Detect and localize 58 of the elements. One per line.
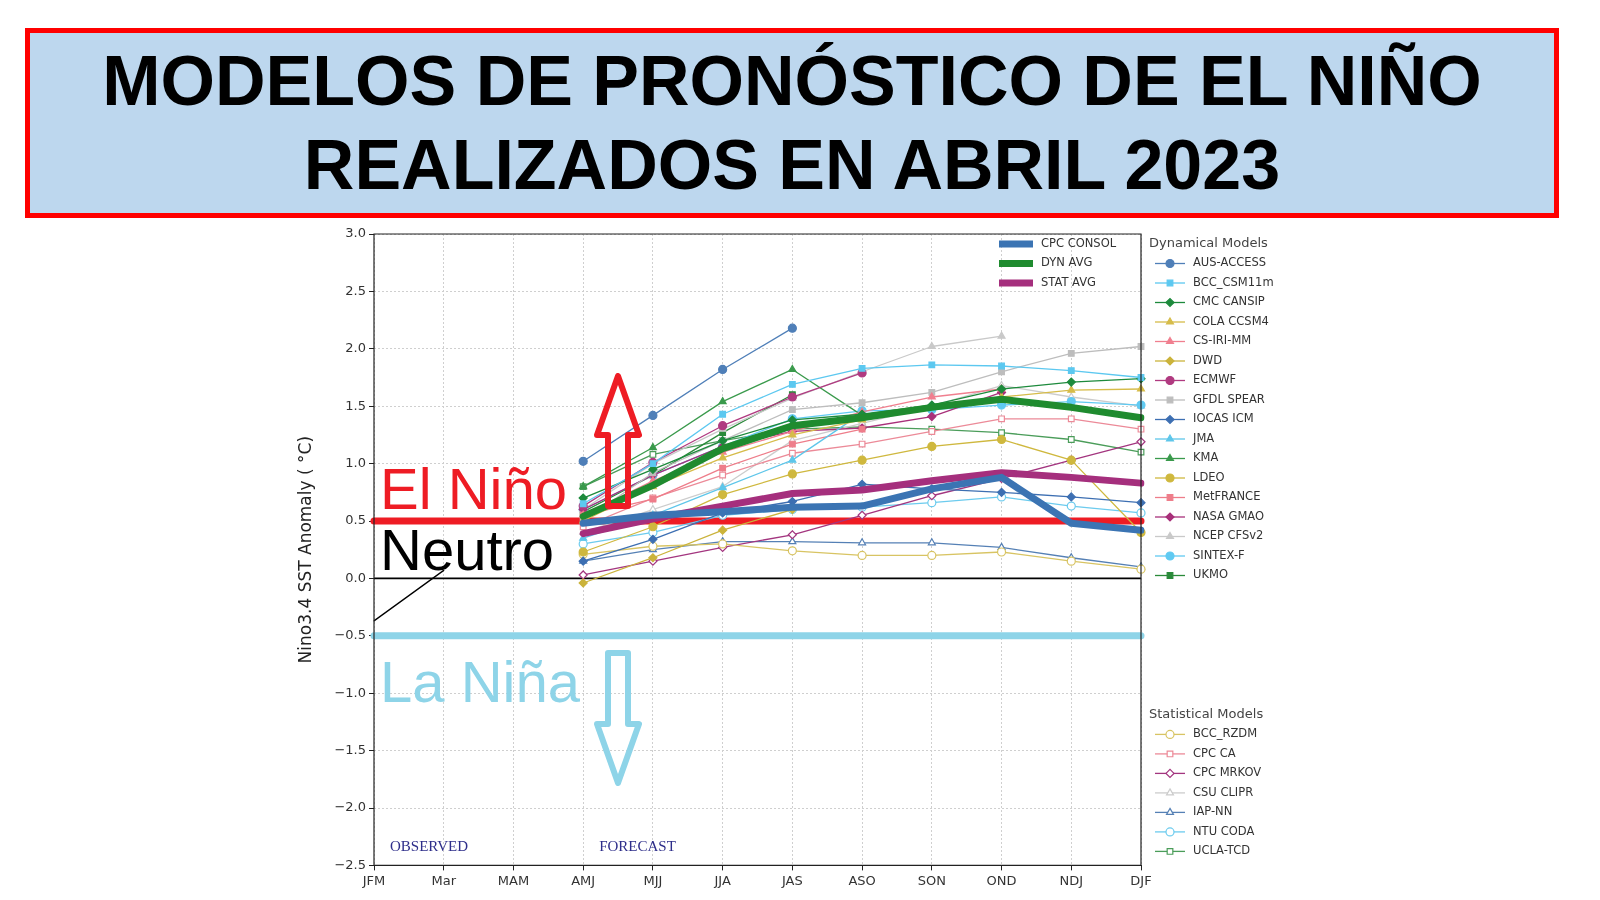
x-tick-label: DJF bbox=[1130, 872, 1152, 888]
legend-label: SINTEX-F bbox=[1193, 547, 1245, 562]
x-tick-label: SON bbox=[917, 872, 946, 888]
x-tick-label: JJA bbox=[713, 872, 731, 888]
y-tick-label: 0.5 bbox=[345, 512, 366, 528]
legend-label: DWD bbox=[1193, 352, 1223, 367]
x-tick-label: JAS bbox=[780, 872, 803, 888]
x-tick-label: ASO bbox=[848, 872, 876, 888]
legend-label: CS-IRI-MM bbox=[1193, 333, 1252, 348]
legend-label: JMA bbox=[1192, 430, 1215, 445]
legend-label: NASA GMAO bbox=[1193, 508, 1265, 523]
y-tick-label: 0.0 bbox=[345, 569, 366, 585]
y-tick-label: 1.0 bbox=[345, 454, 366, 470]
y-tick-label: 2.5 bbox=[345, 282, 366, 298]
legend-label: CMC CANSIP bbox=[1193, 294, 1265, 309]
x-tick-label: MJJ bbox=[643, 872, 663, 888]
x-tick-label: MAM bbox=[497, 872, 530, 888]
y-tick-label: −0.5 bbox=[334, 627, 366, 643]
y-tick-label: −1.0 bbox=[334, 684, 366, 700]
y-tick-label: −1.5 bbox=[334, 741, 366, 757]
legend-label: CSU CLIPR bbox=[1193, 784, 1254, 799]
legend-label: BCC_RZDM bbox=[1193, 726, 1258, 741]
legend-label: BCC_CSM11m bbox=[1193, 274, 1274, 289]
x-tick-label: NDJ bbox=[1059, 872, 1084, 888]
legend-label: UCLA-TCD bbox=[1193, 843, 1251, 858]
legend-label: NCEP CFSv2 bbox=[1193, 528, 1264, 543]
legend-label: IAP-NN bbox=[1193, 804, 1233, 819]
legend-label: UKMO bbox=[1193, 567, 1228, 582]
y-tick-label: −2.0 bbox=[334, 799, 366, 815]
y-tick-label: −2.5 bbox=[334, 856, 366, 872]
chart-title: MODELOS DE PRONÓSTICO DE EL NIÑO REALIZADOS EN ABRIL 2023 bbox=[101, 41, 1483, 206]
legend-label: LDEO bbox=[1193, 469, 1225, 484]
legend-label: CPC MRKOV bbox=[1193, 765, 1262, 780]
y-tick-label: 1.5 bbox=[345, 397, 366, 413]
legend-label: AUS-ACCESS bbox=[1193, 255, 1267, 270]
legend-label: CPC CONSOL bbox=[1041, 235, 1117, 250]
x-tick-label: Mar bbox=[431, 872, 457, 888]
legend-label: KMA bbox=[1193, 450, 1219, 465]
legend-label: CPC CA bbox=[1193, 745, 1236, 760]
annotation: FORECAST bbox=[599, 838, 676, 855]
legend-label: STAT AVG bbox=[1041, 274, 1096, 289]
y-axis-title: Nino3.4 SST Anomaly ( °C) bbox=[294, 435, 315, 664]
y-tick-label: 3.0 bbox=[345, 225, 366, 241]
legend-title: Dynamical Models bbox=[1149, 235, 1269, 251]
x-tick-label: JFM bbox=[361, 872, 386, 888]
legend-label: GFDL SPEAR bbox=[1193, 391, 1265, 406]
legend-label: ECMWF bbox=[1193, 372, 1237, 387]
y-tick-label: 2.0 bbox=[345, 340, 366, 356]
text: Statistical Models bbox=[1149, 706, 1264, 722]
legend-label: IOCAS ICM bbox=[1193, 411, 1254, 426]
x-tick-label: OND bbox=[986, 872, 1017, 888]
annotation: OBSERVED bbox=[390, 838, 469, 855]
legend-label: MetFRANCE bbox=[1193, 489, 1261, 504]
legend-label: COLA CCSM4 bbox=[1193, 313, 1269, 328]
x-tick-label: AMJ bbox=[571, 872, 596, 888]
legend-label: NTU CODA bbox=[1193, 823, 1255, 838]
legend-label: DYN AVG bbox=[1041, 255, 1093, 270]
ref-line-label: La Niña bbox=[380, 648, 581, 714]
